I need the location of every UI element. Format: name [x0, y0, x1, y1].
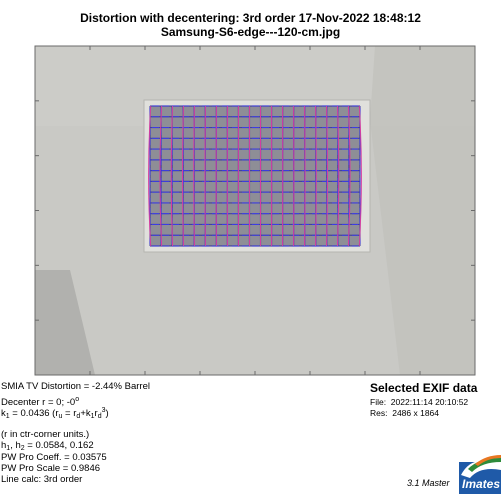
smia-distortion: SMIA TV Distortion = -2.44% Barrel — [1, 381, 150, 392]
pwpro-coeff: PW Pro Coeff. = 0.03575 — [1, 452, 107, 463]
floor-shadow — [35, 270, 95, 375]
imatest-logo-text: Imates — [462, 477, 501, 491]
line-calc: Line calc: 3rd order — [1, 474, 83, 485]
magenta-vline — [170, 105, 174, 247]
chart-pattern-area — [150, 106, 360, 246]
exif-header: Selected EXIF data — [370, 381, 478, 395]
axis-ticks — [35, 46, 475, 375]
corner-shadow — [370, 46, 475, 375]
exif-res: Res: 2486 x 1864 — [370, 408, 440, 418]
decenter-value: Decenter r = 0; -0o — [1, 396, 80, 408]
plot-subtitle: Samsung-S6-edge---120-cm.jpg — [160, 25, 341, 39]
magenta-vline — [315, 105, 317, 247]
k1-coefficient: k1 = 0.0436 (ru = rd+k1rd3) — [1, 407, 109, 420]
magenta-vline — [347, 105, 351, 247]
magenta-vline — [336, 105, 340, 247]
magenta-vline — [148, 105, 152, 247]
h-coefficients: h1, h2 = 0.0584, 0.162 — [1, 440, 94, 452]
units-note: (r in ctr-corner units.) — [1, 429, 90, 440]
imatest-logo — [459, 455, 501, 494]
magenta-vline — [159, 105, 163, 247]
pwpro-scale: PW Pro Scale = 0.9846 — [1, 463, 101, 474]
plot-title: Distortion with decentering: 3rd order 1… — [80, 11, 421, 25]
version-label: 3.1 Master — [407, 478, 450, 488]
magenta-vline — [193, 105, 195, 247]
exif-file: File: 2022:11:14 20:10:52 — [370, 397, 469, 407]
magenta-vline — [182, 105, 184, 247]
magenta-fit-lines — [148, 105, 362, 247]
magenta-vline — [358, 105, 362, 247]
magenta-vline — [326, 105, 328, 247]
